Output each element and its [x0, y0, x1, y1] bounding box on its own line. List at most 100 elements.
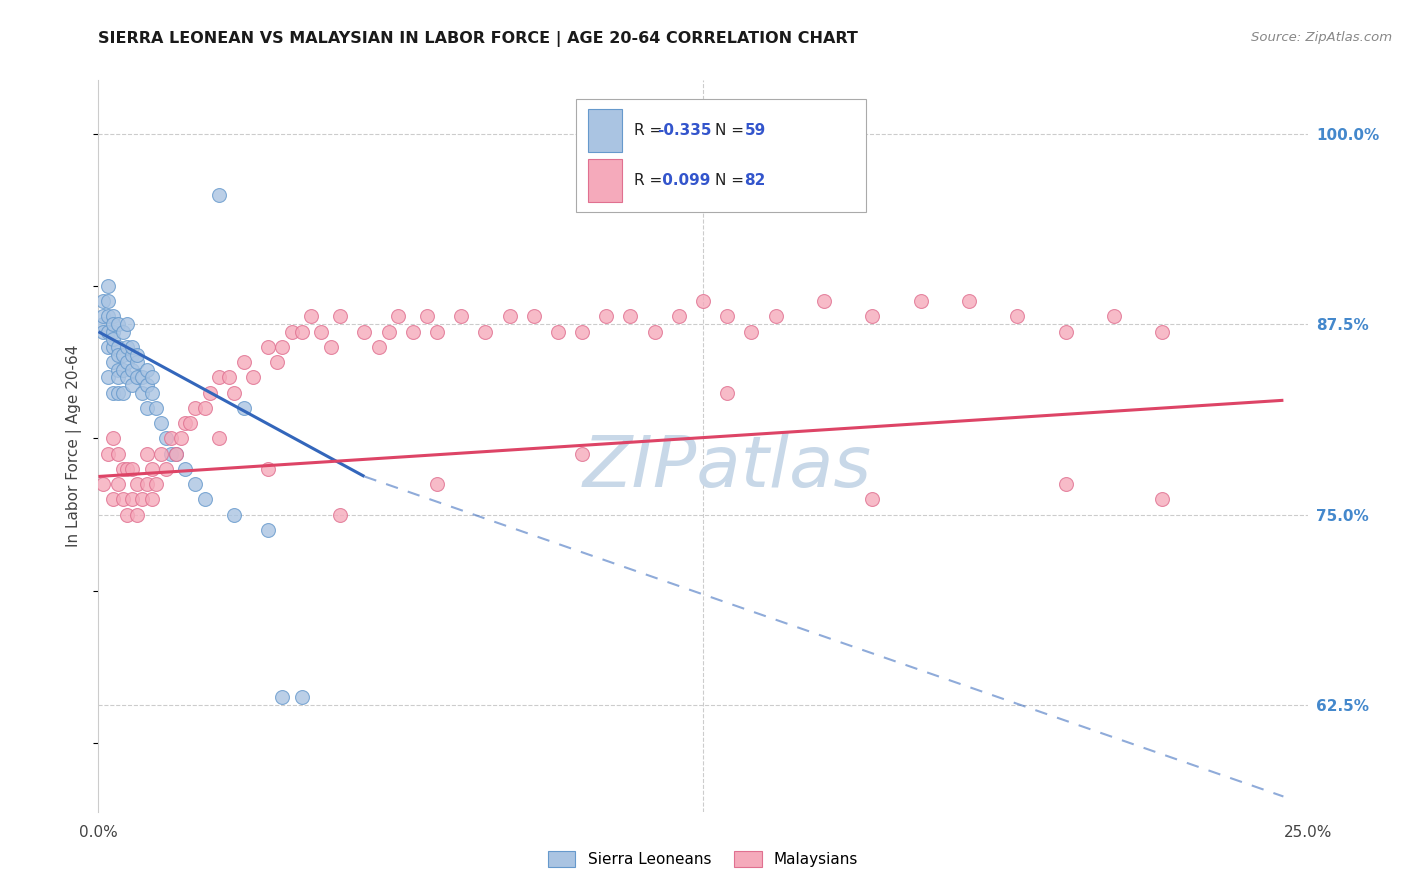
Point: [242, 370, 264, 384]
Point: [184, 477, 207, 491]
Point: [1054, 477, 1077, 491]
Point: [97, 310, 120, 324]
Point: [426, 325, 449, 339]
Point: [97, 340, 120, 354]
Point: [319, 340, 342, 354]
Point: [131, 385, 153, 400]
Point: [111, 363, 134, 377]
Point: [101, 355, 124, 369]
Point: [117, 355, 139, 369]
Point: [571, 325, 593, 339]
Point: [111, 348, 134, 362]
Point: [692, 294, 714, 309]
Point: [860, 492, 883, 507]
Text: SIERRA LEONEAN VS MALAYSIAN IN LABOR FORCE | AGE 20-64 CORRELATION CHART: SIERRA LEONEAN VS MALAYSIAN IN LABOR FOR…: [98, 31, 858, 47]
Point: [135, 477, 157, 491]
Point: [145, 401, 167, 415]
Text: ZIPatlas: ZIPatlas: [582, 434, 872, 502]
Point: [329, 310, 352, 324]
Point: [222, 385, 245, 400]
Point: [117, 508, 139, 522]
Point: [644, 325, 666, 339]
Text: N =: N =: [716, 173, 749, 187]
Point: [117, 340, 139, 354]
Point: [271, 340, 294, 354]
Point: [121, 462, 143, 476]
Point: [208, 370, 231, 384]
Point: [426, 477, 449, 491]
Point: [155, 431, 177, 445]
Point: [813, 294, 835, 309]
Point: [169, 431, 191, 445]
Point: [135, 447, 157, 461]
Point: [111, 325, 134, 339]
Point: [765, 310, 787, 324]
Point: [208, 187, 231, 202]
Point: [1152, 325, 1174, 339]
Point: [121, 363, 143, 377]
Point: [498, 310, 520, 324]
Point: [107, 317, 129, 331]
Point: [101, 340, 124, 354]
Point: [595, 310, 617, 324]
Point: [101, 332, 124, 346]
Point: [256, 462, 278, 476]
Point: [107, 340, 129, 354]
Point: [281, 325, 304, 339]
Point: [121, 492, 143, 507]
Point: [141, 492, 163, 507]
Point: [232, 355, 254, 369]
Point: [299, 310, 322, 324]
Text: R =: R =: [634, 123, 668, 137]
Point: [160, 431, 183, 445]
Point: [860, 310, 883, 324]
Point: [107, 385, 129, 400]
Point: [107, 370, 129, 384]
Point: [1007, 310, 1029, 324]
Point: [668, 310, 690, 324]
Point: [368, 340, 391, 354]
Point: [619, 310, 641, 324]
Legend: Sierra Leoneans, Malaysians: Sierra Leoneans, Malaysians: [541, 846, 865, 873]
Point: [1152, 492, 1174, 507]
Point: [121, 378, 143, 392]
Point: [523, 310, 546, 324]
Point: [387, 310, 409, 324]
Point: [97, 447, 120, 461]
Point: [165, 447, 187, 461]
Point: [377, 325, 399, 339]
Point: [91, 310, 114, 324]
Point: [194, 401, 217, 415]
Text: R =: R =: [634, 173, 668, 187]
Point: [232, 401, 254, 415]
Text: N =: N =: [716, 123, 749, 137]
Point: [101, 317, 124, 331]
Point: [353, 325, 375, 339]
Point: [141, 462, 163, 476]
Point: [101, 492, 124, 507]
Point: [111, 492, 134, 507]
Point: [107, 348, 129, 362]
Point: [117, 462, 139, 476]
Point: [174, 416, 197, 430]
Point: [1102, 310, 1125, 324]
Point: [184, 401, 207, 415]
Point: [290, 690, 312, 705]
Point: [131, 492, 153, 507]
Point: [571, 447, 593, 461]
Point: [91, 477, 114, 491]
Point: [266, 355, 288, 369]
Text: 0.099: 0.099: [657, 173, 710, 187]
Point: [145, 477, 167, 491]
Point: [740, 325, 762, 339]
Point: [160, 447, 183, 461]
Point: [101, 310, 124, 324]
Text: 82: 82: [744, 173, 766, 187]
Point: [117, 317, 139, 331]
Point: [107, 477, 129, 491]
Point: [97, 279, 120, 293]
Point: [194, 492, 217, 507]
Text: 59: 59: [744, 123, 766, 137]
Point: [107, 363, 129, 377]
Point: [150, 416, 173, 430]
